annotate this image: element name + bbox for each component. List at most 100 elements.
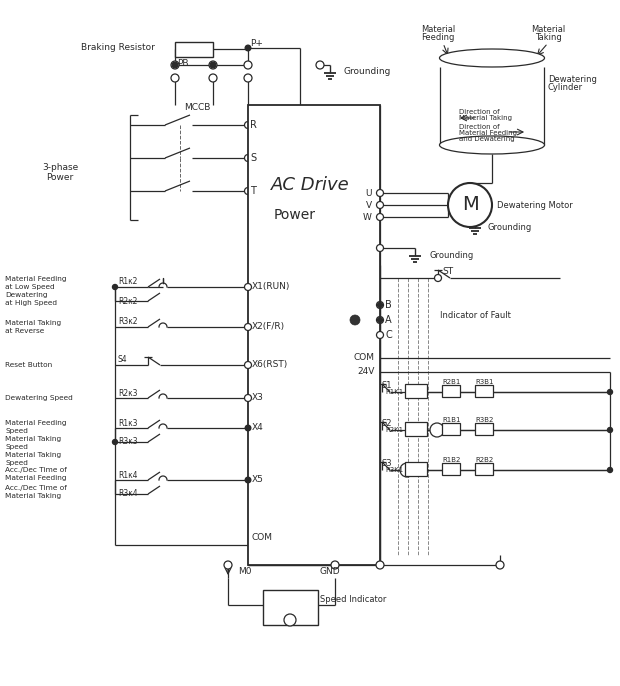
Text: Speed Indicator: Speed Indicator bbox=[320, 595, 386, 604]
Bar bbox=[442, 423, 460, 435]
Circle shape bbox=[608, 427, 613, 432]
Bar bbox=[405, 462, 427, 476]
Text: R2B2: R2B2 bbox=[475, 457, 494, 463]
Circle shape bbox=[376, 189, 384, 196]
Text: R3B2: R3B2 bbox=[475, 417, 494, 423]
Text: S: S bbox=[250, 153, 256, 163]
Text: 3-phase: 3-phase bbox=[42, 163, 78, 172]
Circle shape bbox=[400, 463, 414, 477]
Circle shape bbox=[496, 561, 504, 569]
Circle shape bbox=[244, 61, 252, 69]
Circle shape bbox=[350, 315, 360, 325]
Circle shape bbox=[376, 302, 384, 309]
Circle shape bbox=[430, 423, 444, 437]
Text: Speed: Speed bbox=[5, 460, 28, 466]
Text: Grounding: Grounding bbox=[430, 250, 474, 259]
Text: R3B1: R3B1 bbox=[475, 379, 494, 385]
Text: at Low Speed: at Low Speed bbox=[5, 284, 55, 290]
Text: Material Taking: Material Taking bbox=[5, 320, 61, 326]
Circle shape bbox=[244, 394, 252, 401]
Text: Taking: Taking bbox=[534, 34, 561, 43]
Text: 24V: 24V bbox=[358, 368, 375, 377]
Text: X6(RST): X6(RST) bbox=[252, 361, 288, 370]
Text: Dewatering Motor: Dewatering Motor bbox=[497, 200, 573, 209]
Text: Material: Material bbox=[531, 25, 565, 34]
Text: Reset Button: Reset Button bbox=[5, 362, 52, 368]
Text: Material Feeding: Material Feeding bbox=[5, 475, 66, 481]
Circle shape bbox=[378, 303, 383, 307]
Circle shape bbox=[378, 318, 383, 322]
Text: MCCB: MCCB bbox=[184, 104, 210, 113]
Circle shape bbox=[376, 244, 384, 252]
Circle shape bbox=[244, 74, 252, 82]
Text: V: V bbox=[366, 200, 372, 209]
Circle shape bbox=[331, 561, 339, 569]
Bar bbox=[248, 105, 380, 565]
Circle shape bbox=[245, 477, 251, 483]
Text: R3κ4: R3κ4 bbox=[118, 488, 138, 497]
Text: Material Feeding: Material Feeding bbox=[5, 420, 66, 426]
Text: R2κ3: R2κ3 bbox=[118, 388, 138, 397]
Text: Dewatering: Dewatering bbox=[5, 292, 48, 298]
Text: R3κ2: R3κ2 bbox=[118, 318, 138, 327]
Text: X2(F/R): X2(F/R) bbox=[252, 322, 285, 331]
Text: Acc./Dec Time of: Acc./Dec Time of bbox=[5, 485, 67, 491]
Bar bbox=[475, 385, 493, 397]
Text: R2K1: R2K1 bbox=[386, 427, 404, 433]
Text: Acc./Dec Time of: Acc./Dec Time of bbox=[5, 467, 67, 473]
Circle shape bbox=[209, 74, 217, 82]
Circle shape bbox=[210, 62, 216, 68]
Text: Dewatering: Dewatering bbox=[548, 75, 597, 84]
Text: Speed: Speed bbox=[5, 444, 28, 450]
Circle shape bbox=[316, 61, 324, 69]
Bar bbox=[263, 590, 318, 625]
Circle shape bbox=[608, 467, 613, 473]
Text: Material Taking: Material Taking bbox=[5, 436, 61, 442]
Text: at High Speed: at High Speed bbox=[5, 300, 57, 306]
Circle shape bbox=[608, 390, 613, 394]
Circle shape bbox=[435, 274, 441, 281]
Circle shape bbox=[244, 362, 252, 368]
Text: M0: M0 bbox=[238, 567, 252, 576]
Text: COM: COM bbox=[252, 532, 273, 541]
Circle shape bbox=[112, 440, 118, 445]
Circle shape bbox=[376, 202, 384, 209]
Circle shape bbox=[244, 121, 252, 128]
Text: Dewatering Speed: Dewatering Speed bbox=[5, 395, 73, 401]
Circle shape bbox=[376, 316, 384, 324]
Text: and Dewatering: and Dewatering bbox=[459, 136, 515, 142]
Text: R2κ2: R2κ2 bbox=[118, 296, 138, 305]
Text: Material Taking: Material Taking bbox=[5, 493, 61, 499]
Text: W: W bbox=[363, 213, 372, 222]
Text: C: C bbox=[385, 330, 392, 340]
Text: R1B1: R1B1 bbox=[442, 417, 461, 423]
Circle shape bbox=[224, 561, 232, 569]
Text: COM: COM bbox=[354, 353, 375, 362]
Text: X4: X4 bbox=[252, 423, 264, 432]
Circle shape bbox=[245, 425, 251, 431]
Text: S3: S3 bbox=[382, 458, 392, 467]
Circle shape bbox=[171, 74, 179, 82]
Text: Power: Power bbox=[274, 208, 316, 222]
Text: Material Taking: Material Taking bbox=[5, 452, 61, 458]
Text: S4: S4 bbox=[118, 355, 128, 364]
Bar bbox=[405, 422, 427, 436]
Ellipse shape bbox=[440, 136, 544, 154]
Circle shape bbox=[171, 61, 179, 69]
Text: Material Taking: Material Taking bbox=[459, 115, 512, 121]
Text: R: R bbox=[250, 120, 257, 130]
Text: PB: PB bbox=[177, 58, 188, 67]
Text: R1K1: R1K1 bbox=[386, 389, 404, 395]
Text: Direction of: Direction of bbox=[459, 109, 500, 115]
Bar bbox=[405, 384, 427, 398]
Text: Speed: Speed bbox=[5, 428, 28, 434]
Bar bbox=[175, 42, 213, 57]
Circle shape bbox=[244, 187, 252, 195]
Text: P+: P+ bbox=[250, 40, 263, 49]
Circle shape bbox=[244, 324, 252, 331]
Text: Material: Material bbox=[421, 25, 455, 34]
Text: R1B2: R1B2 bbox=[442, 457, 461, 463]
Text: Material Feeding: Material Feeding bbox=[459, 130, 517, 136]
Text: R1κ4: R1κ4 bbox=[118, 471, 138, 480]
Text: R3K1: R3K1 bbox=[386, 467, 404, 473]
